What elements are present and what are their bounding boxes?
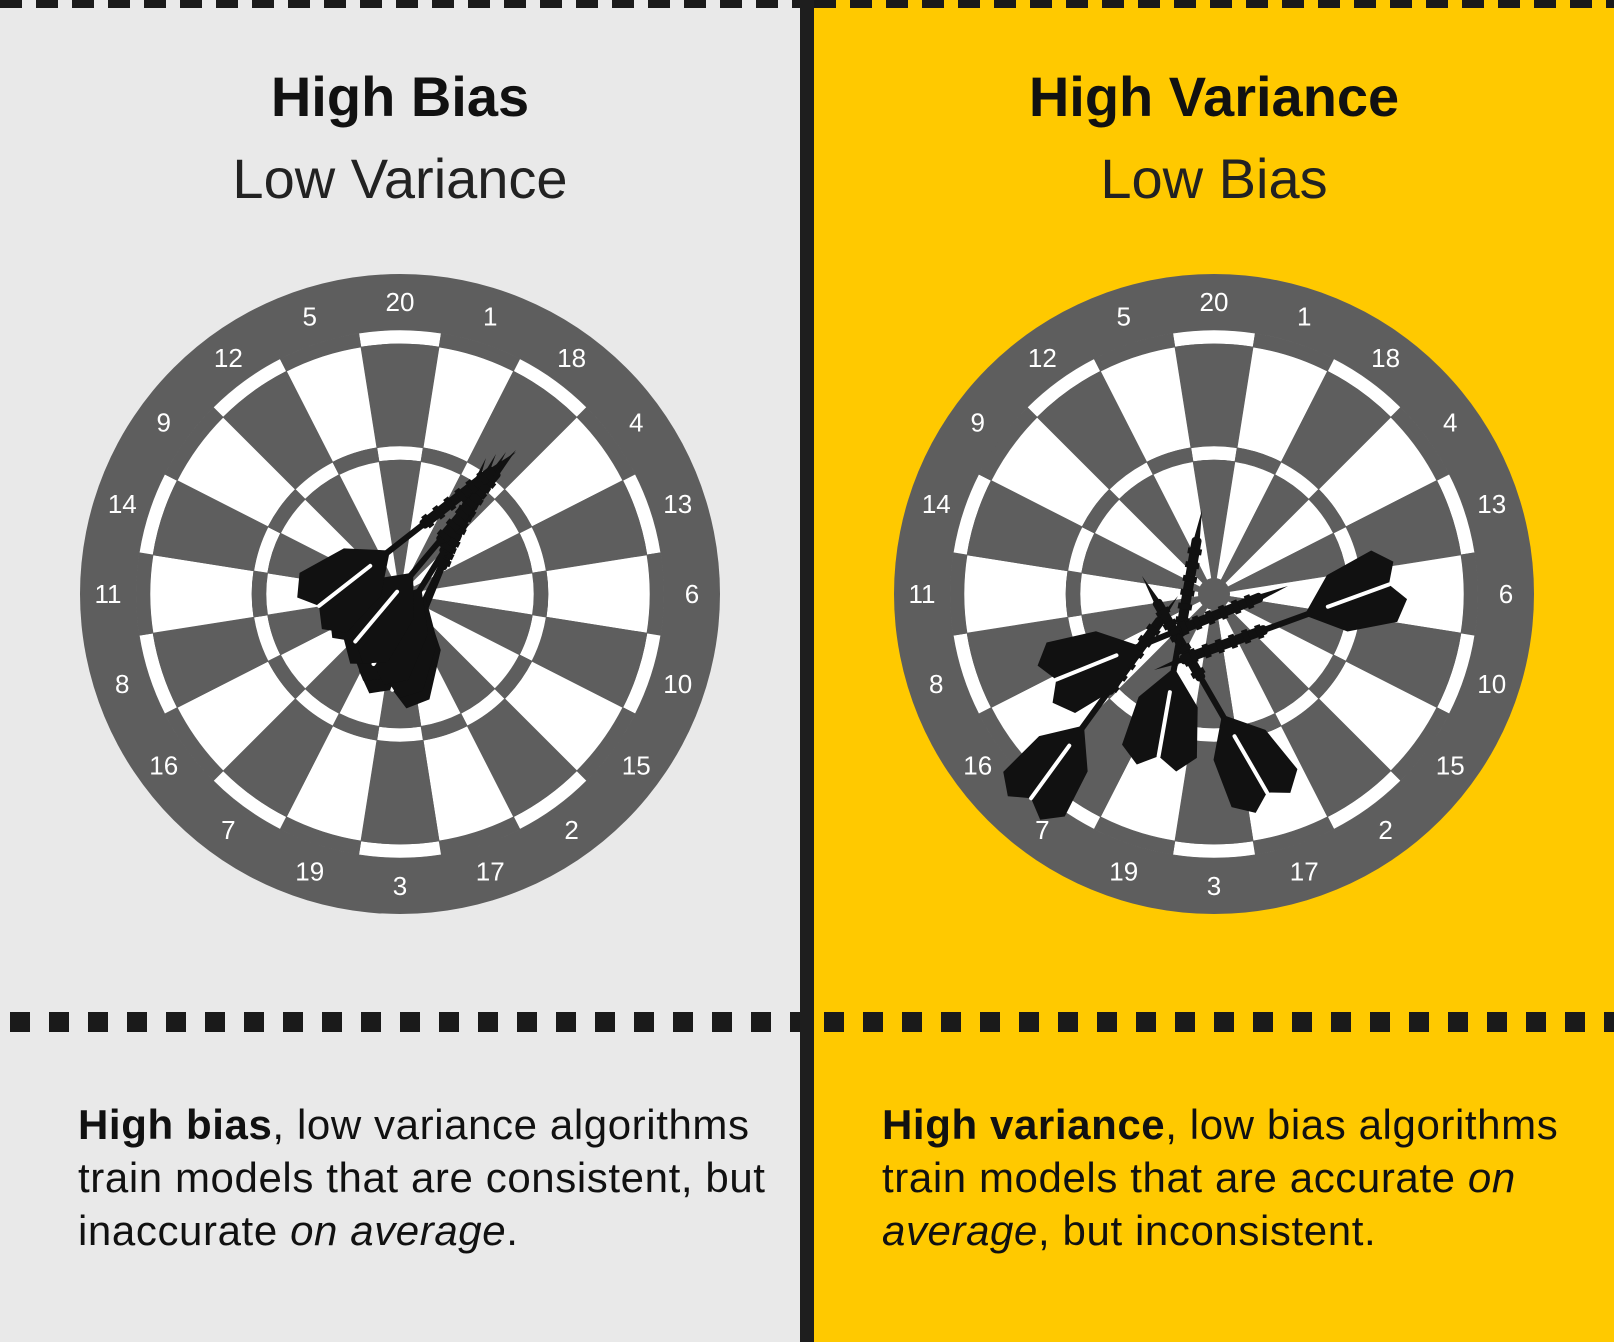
board-number: 1	[483, 301, 497, 331]
description-bold: High variance	[882, 1101, 1166, 1148]
description-end: .	[506, 1207, 519, 1254]
board-number: 10	[663, 669, 692, 699]
board-number: 8	[115, 669, 129, 699]
board-number: 16	[963, 751, 992, 781]
board-number: 18	[557, 343, 586, 373]
description-italic: on average	[290, 1207, 507, 1254]
board-number: 3	[393, 871, 407, 901]
panel-description: High variance, low bias algorithms train…	[882, 1098, 1582, 1257]
board-number: 14	[108, 489, 137, 519]
board-number: 11	[95, 579, 122, 609]
high-bias-panel: High Bias Low Variance 20 1 18 4 13 6 10 15 2 17 3…	[0, 0, 800, 1342]
panel-subtitle: Low Bias	[1100, 147, 1328, 210]
dart-icon	[1154, 550, 1408, 670]
description-italic: on average	[882, 1154, 1516, 1254]
dart-icon	[1122, 510, 1203, 772]
board-number: 7	[1035, 815, 1049, 845]
board-number: 11	[909, 579, 936, 609]
dartboard: 20 1 18 4 13 6 10 15 2 17 3 19 7 16 8 11 14 9 12 5	[894, 274, 1534, 914]
board-segment	[532, 570, 549, 618]
board-number: 9	[157, 407, 171, 437]
description-bold: High bias	[78, 1101, 273, 1148]
top-dashed-border	[0, 0, 800, 8]
panel-description: High bias, low variance algorithms train…	[78, 1098, 778, 1257]
board-number: 1	[1297, 301, 1311, 331]
board-number: 14	[922, 489, 951, 519]
board-number: 6	[685, 579, 699, 609]
board-number: 5	[303, 301, 317, 331]
description-end: , but inconsistent.	[1037, 1207, 1377, 1254]
top-dashed-border	[814, 0, 1614, 8]
panel-subtitle: Low Variance	[232, 147, 568, 210]
board-number: 6	[1499, 579, 1513, 609]
board-segment	[1190, 445, 1238, 462]
board-number: 17	[476, 857, 505, 887]
board-number: 7	[221, 815, 235, 845]
panel-title: High Variance	[1028, 65, 1400, 128]
vertical-divider	[800, 0, 814, 1342]
high-variance-panel: High Variance Low Bias 20 1 18 4 13 6 10 15 2 17 3…	[814, 0, 1614, 1342]
board-number: 12	[1028, 343, 1057, 373]
middle-dashed-divider	[824, 1012, 1614, 1032]
board-number: 5	[1117, 301, 1131, 331]
panel-title: High Bias	[270, 65, 530, 128]
board-number: 15	[1436, 751, 1465, 781]
board-segment	[376, 445, 424, 462]
description-text: , low variance algorithms train models t…	[78, 1101, 766, 1254]
board-number: 3	[1207, 871, 1221, 901]
board-number: 20	[386, 287, 415, 317]
board-number: 2	[564, 815, 578, 845]
board-number: 4	[1443, 407, 1457, 437]
board-number: 8	[929, 669, 943, 699]
board-number: 20	[1200, 287, 1229, 317]
board-number: 16	[149, 751, 178, 781]
board-segment	[251, 570, 268, 618]
dart-icon	[297, 452, 516, 633]
board-number: 19	[295, 857, 324, 887]
board-number: 18	[1371, 343, 1400, 373]
board-number: 2	[1378, 815, 1392, 845]
board-segment	[1065, 570, 1082, 618]
board-number: 19	[1109, 857, 1138, 887]
board-number: 15	[622, 751, 651, 781]
board-number: 13	[1477, 489, 1506, 519]
bullseye	[1198, 578, 1230, 610]
board-number: 17	[1290, 857, 1319, 887]
board-number: 13	[663, 489, 692, 519]
description-text: , low bias algorithms train models that …	[882, 1101, 1559, 1201]
board-number: 10	[1477, 669, 1506, 699]
middle-dashed-divider	[10, 1012, 800, 1032]
board-number: 12	[214, 343, 243, 373]
dartboard: 20 1 18 4 13 6 10 15 2 17 3 19 7 16 8 11 14 9 12 5	[80, 274, 720, 914]
board-segment	[376, 726, 424, 743]
board-number: 9	[971, 407, 985, 437]
board-number: 4	[629, 407, 643, 437]
dart-icon	[1037, 586, 1288, 714]
